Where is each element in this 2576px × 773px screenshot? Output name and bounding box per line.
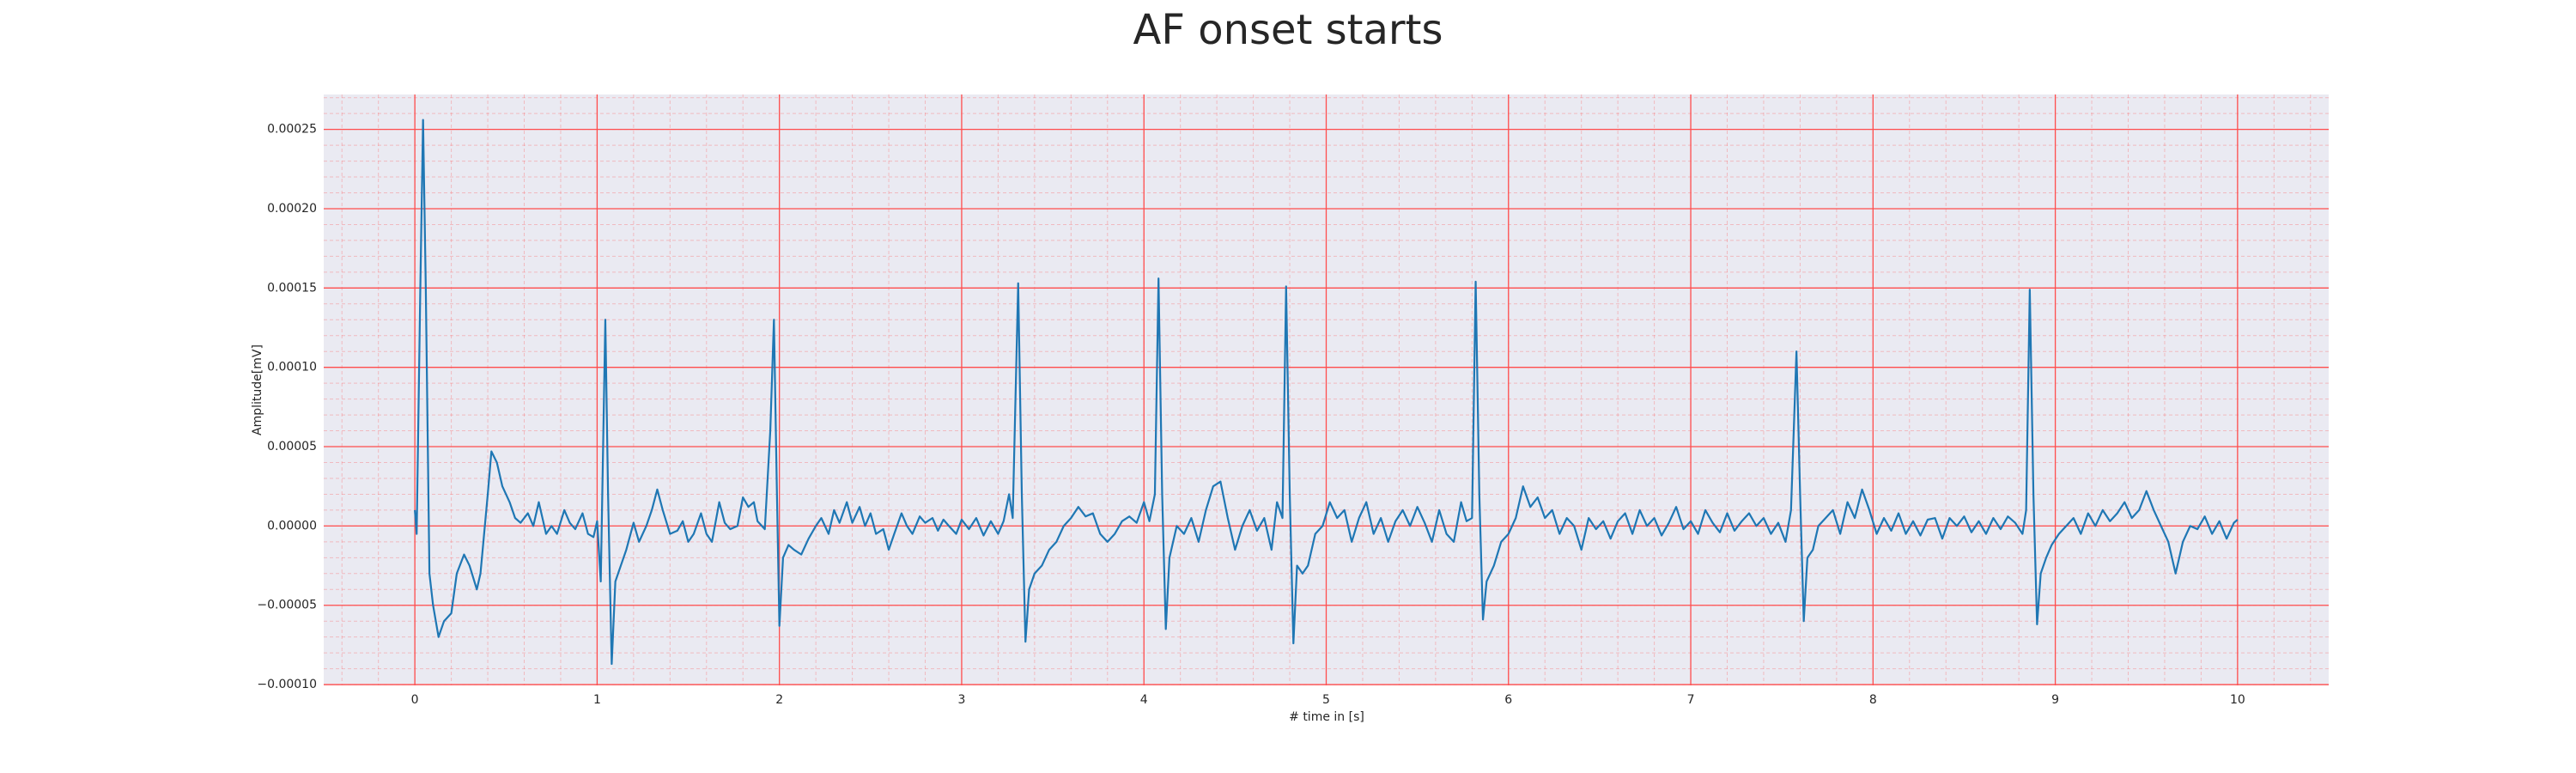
x-tick-label: 5 — [1322, 693, 1330, 707]
x-tick-label: 4 — [1140, 693, 1148, 707]
x-tick-label: 3 — [957, 693, 965, 707]
x-tick-label: 2 — [775, 693, 783, 707]
y-tick-label: −0.00005 — [257, 599, 317, 612]
x-tick-label: 8 — [1869, 693, 1877, 707]
y-tick-label: 0.00020 — [267, 202, 317, 216]
x-tick-label: 0 — [411, 693, 419, 707]
y-tick-label: 0.00025 — [267, 123, 317, 137]
y-tick-label: 0.00015 — [267, 281, 317, 295]
y-tick-label: 0.00010 — [267, 361, 317, 374]
x-tick-label: 1 — [593, 693, 601, 707]
y-tick-label: 0.00005 — [267, 440, 317, 453]
x-tick-label: 6 — [1504, 693, 1512, 707]
y-axis-label: Amplitude[mV] — [251, 344, 264, 435]
x-tick-label: 7 — [1687, 693, 1695, 707]
ecg-line — [414, 119, 2239, 666]
x-axis-label: # time in [s] — [1289, 710, 1364, 724]
x-tick-label: 9 — [2051, 693, 2059, 707]
y-tick-label: −0.00010 — [257, 678, 317, 691]
chart-title: AF onset starts — [1133, 6, 1443, 54]
x-tick-label: 10 — [2230, 693, 2245, 707]
y-tick-label: 0.00000 — [267, 519, 317, 533]
